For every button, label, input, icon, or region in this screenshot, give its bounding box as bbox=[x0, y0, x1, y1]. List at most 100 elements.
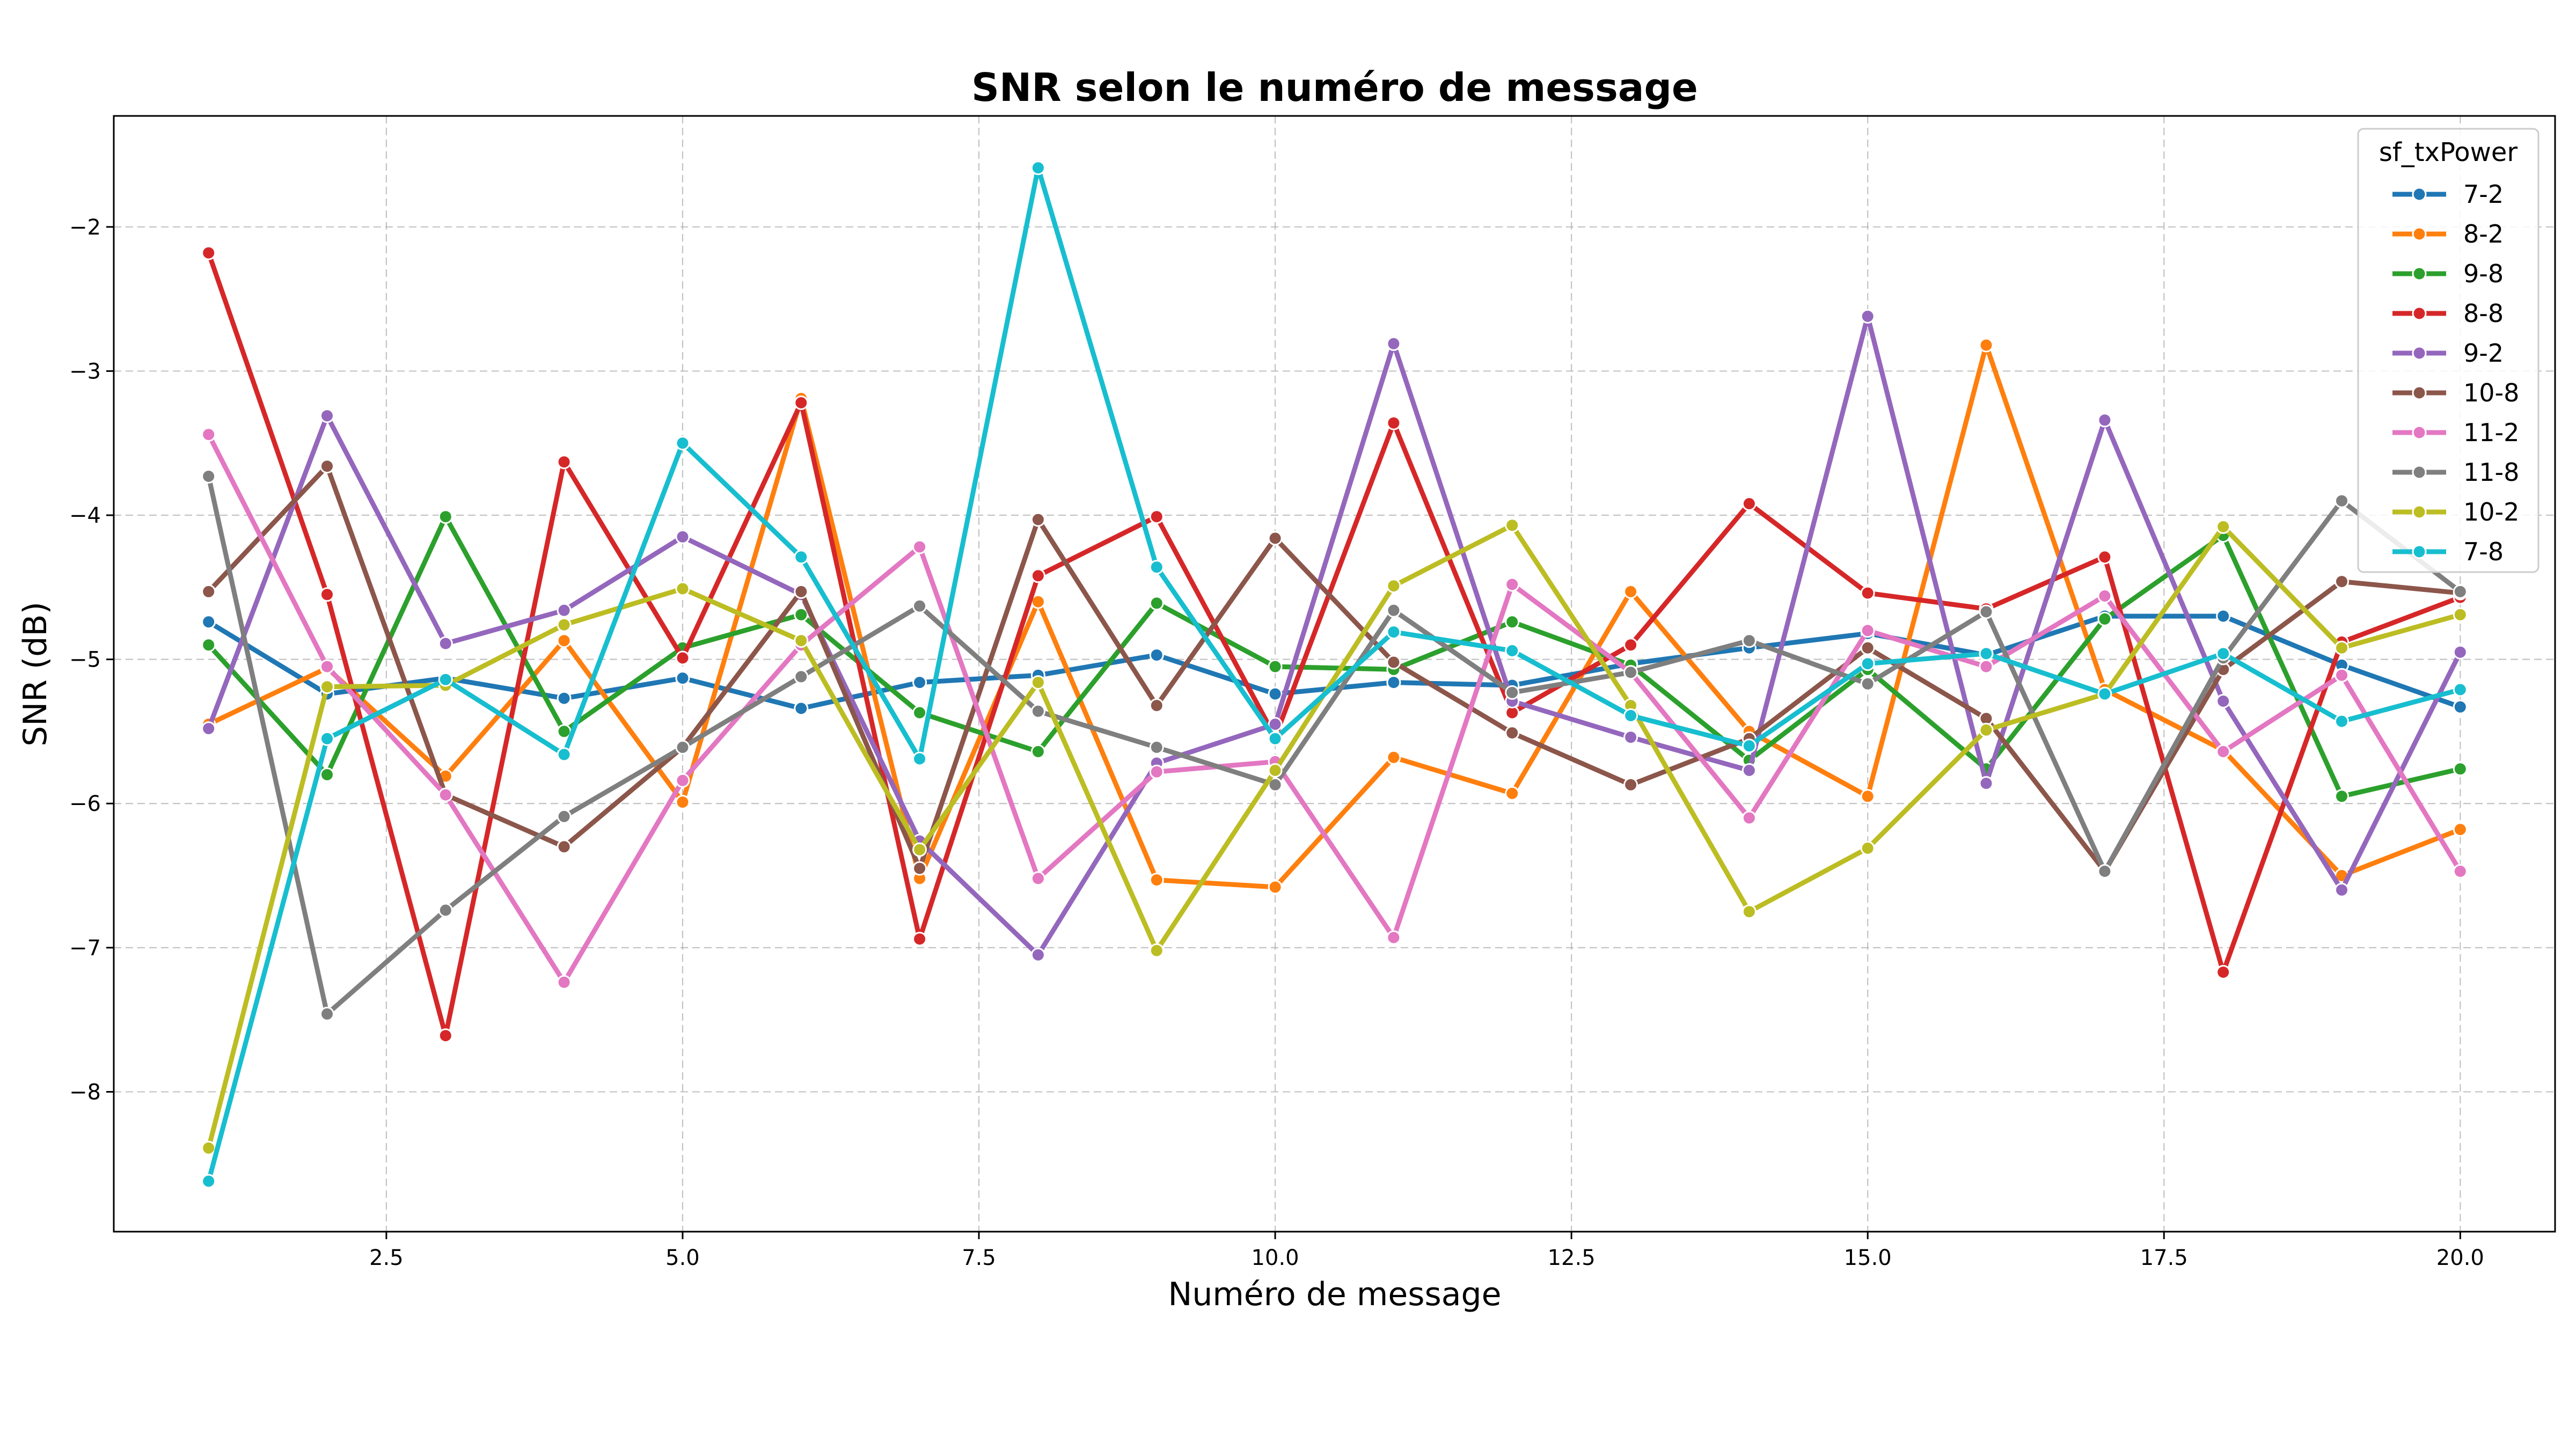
data-point bbox=[557, 691, 572, 706]
data-point bbox=[320, 679, 334, 694]
data-point bbox=[1623, 665, 1638, 680]
x-tick-label: 20.0 bbox=[2436, 1246, 2484, 1270]
legend-label: 10-8 bbox=[2463, 378, 2519, 407]
data-point bbox=[675, 740, 690, 755]
data-point bbox=[1149, 648, 1164, 663]
y-tick-label: −3 bbox=[69, 359, 101, 384]
data-point bbox=[1268, 777, 1283, 792]
data-point bbox=[1149, 596, 1164, 611]
y-tick-label: −2 bbox=[69, 215, 101, 240]
data-point bbox=[2334, 493, 2349, 508]
data-point bbox=[557, 747, 572, 762]
data-point bbox=[438, 787, 453, 802]
data-point bbox=[1623, 777, 1638, 792]
data-point bbox=[675, 671, 690, 686]
series-line bbox=[206, 474, 2463, 1016]
data-point bbox=[201, 1174, 216, 1189]
data-point bbox=[557, 975, 572, 990]
series-7-8 bbox=[201, 160, 2468, 1189]
data-point bbox=[1505, 726, 1520, 741]
data-point bbox=[2334, 714, 2349, 729]
data-point bbox=[320, 767, 334, 782]
data-point bbox=[2097, 864, 2112, 879]
data-point bbox=[1741, 904, 1757, 919]
data-point bbox=[1505, 577, 1520, 592]
x-tick-label: 2.5 bbox=[369, 1246, 404, 1270]
data-point bbox=[201, 638, 216, 653]
chart-title: SNR selon le numéro de message bbox=[971, 65, 1698, 110]
data-point bbox=[1149, 560, 1164, 575]
x-tick-label: 17.5 bbox=[2140, 1246, 2188, 1270]
legend-title: sf_txPower bbox=[2379, 137, 2518, 167]
data-point bbox=[1030, 160, 1045, 175]
series-line bbox=[206, 514, 2463, 799]
series-line bbox=[206, 313, 2463, 957]
data-point bbox=[675, 436, 690, 451]
data-point bbox=[794, 701, 809, 716]
data-point bbox=[2216, 646, 2231, 661]
x-tick-label: 15.0 bbox=[1844, 1246, 1892, 1270]
legend-item: 10-2 bbox=[2392, 497, 2519, 526]
legend-item: 8-8 bbox=[2392, 299, 2504, 328]
x-tick-label: 12.5 bbox=[1548, 1246, 1596, 1270]
legend-marker bbox=[2412, 544, 2427, 559]
data-point bbox=[2453, 682, 2468, 697]
data-point bbox=[794, 607, 809, 622]
data-point bbox=[1979, 338, 1994, 353]
data-point bbox=[1505, 643, 1520, 658]
data-point bbox=[2216, 694, 2231, 708]
data-point bbox=[1149, 509, 1164, 524]
data-point bbox=[794, 633, 809, 648]
series-9-8 bbox=[201, 509, 2468, 804]
data-point bbox=[1268, 659, 1283, 674]
data-point bbox=[794, 396, 809, 410]
plot-frame bbox=[113, 115, 2556, 1233]
legend-item: 7-2 bbox=[2392, 180, 2504, 209]
data-point bbox=[1741, 810, 1757, 825]
legend: sf_txPower 7-2 8-2 9-8 8-8 9-2 10-8 11-2 11-8 10… bbox=[2357, 128, 2540, 573]
data-point bbox=[2453, 607, 2468, 622]
series-line bbox=[206, 432, 2463, 985]
y-axis-label: SNR (dB) bbox=[17, 602, 54, 747]
data-point bbox=[1386, 750, 1401, 765]
data-point bbox=[201, 427, 216, 442]
data-point bbox=[1149, 873, 1164, 888]
series-line bbox=[206, 165, 2463, 1184]
data-point bbox=[2097, 413, 2112, 428]
data-point bbox=[1149, 698, 1164, 713]
data-point bbox=[1860, 789, 1875, 804]
legend-label: 9-8 bbox=[2463, 259, 2504, 288]
data-point bbox=[2334, 640, 2349, 655]
data-point bbox=[201, 469, 216, 484]
data-point bbox=[1386, 675, 1401, 690]
legend-marker bbox=[2412, 465, 2427, 480]
data-point bbox=[1860, 309, 1875, 324]
data-point bbox=[2453, 584, 2468, 599]
series-8-8 bbox=[201, 245, 2468, 1043]
data-point bbox=[2097, 611, 2112, 626]
series-line bbox=[206, 523, 2463, 1151]
data-point bbox=[1149, 740, 1164, 755]
data-point bbox=[438, 636, 453, 651]
y-tick-label: −4 bbox=[69, 503, 101, 528]
data-point bbox=[2453, 762, 2468, 777]
data-point bbox=[912, 675, 927, 690]
data-point bbox=[2453, 822, 2468, 837]
data-point bbox=[1149, 943, 1164, 958]
data-point bbox=[1268, 731, 1283, 746]
data-point bbox=[1030, 675, 1045, 690]
data-point bbox=[2453, 699, 2468, 714]
y-tick-label: −8 bbox=[69, 1080, 101, 1104]
data-point bbox=[1860, 656, 1875, 671]
legend-marker bbox=[2412, 187, 2427, 202]
data-point bbox=[912, 539, 927, 554]
data-point bbox=[675, 773, 690, 788]
data-point bbox=[1386, 930, 1401, 945]
data-point bbox=[1979, 659, 1994, 674]
legend-label: 9-2 bbox=[2463, 339, 2504, 368]
y-axis-ticks: −2 −3 −4 −5 −6 −7 −8 bbox=[69, 215, 114, 1104]
data-point bbox=[1149, 764, 1164, 779]
legend-label: 7-2 bbox=[2463, 180, 2504, 209]
data-point bbox=[1505, 614, 1520, 630]
